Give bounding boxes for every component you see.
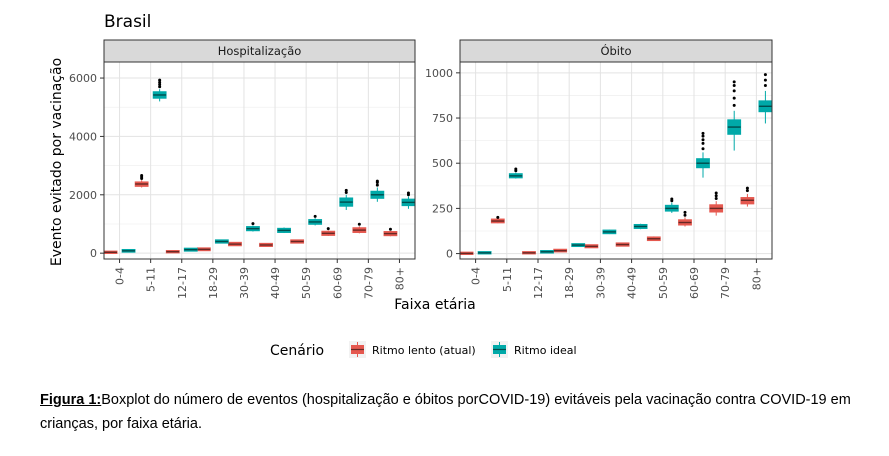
- panel-title: Hospitalização: [218, 44, 302, 58]
- outlier-point: [732, 83, 736, 87]
- outlier-point: [158, 85, 162, 89]
- x-tick-label: 18-29: [207, 267, 220, 299]
- x-tick-label: 12-17: [532, 267, 545, 299]
- outlier-point: [140, 174, 144, 178]
- outlier-point: [732, 103, 736, 107]
- outlier-point: [763, 78, 767, 82]
- outlier-point: [714, 196, 718, 200]
- y-tick-label: 1000: [425, 67, 453, 80]
- x-tick-label: 60-69: [688, 267, 701, 299]
- outlier-point: [158, 78, 162, 82]
- outlier-point: [406, 191, 410, 195]
- outlier-point: [375, 179, 379, 183]
- outlier-point: [732, 89, 736, 93]
- outlier-point: [313, 214, 317, 218]
- outlier-point: [714, 194, 718, 198]
- outlier-point: [732, 96, 736, 100]
- y-tick-label: 6000: [69, 72, 97, 85]
- x-tick-label: 70-79: [719, 267, 732, 299]
- x-tick-label: 30-39: [238, 267, 251, 299]
- x-tick-label: 50-59: [657, 267, 670, 299]
- x-axis-label: Faixa etária: [394, 297, 475, 313]
- legend-entry-label: Ritmo ideal: [514, 344, 577, 357]
- y-tick-label: 750: [432, 112, 453, 125]
- x-tick-label: 70-79: [362, 267, 375, 299]
- outlier-point: [701, 138, 705, 142]
- y-tick-label: 4000: [69, 130, 97, 143]
- panel-title: Óbito: [600, 43, 631, 58]
- outlier-point: [158, 80, 162, 84]
- y-tick-label: 500: [432, 157, 453, 170]
- figure-caption: Figura 1:Boxplot do número de eventos (h…: [40, 388, 875, 436]
- caption-label: Figura 1:: [40, 392, 102, 408]
- legend-entry-label: Ritmo lento (atual): [372, 344, 476, 357]
- outlier-point: [701, 147, 705, 151]
- x-tick-label: 0-4: [114, 267, 127, 285]
- panel-border: [103, 61, 416, 260]
- x-tick-label: 80+: [750, 267, 763, 290]
- legend: Cenário Ritmo lento (atual) Ritmo ideal: [270, 341, 577, 359]
- caption-text: Boxplot do número de eventos (hospitaliz…: [40, 392, 851, 432]
- y-tick-label: 0: [90, 247, 97, 260]
- outlier-point: [714, 191, 718, 195]
- panel-border: [459, 61, 773, 260]
- outlier-point: [701, 134, 705, 138]
- outlier-point: [388, 227, 392, 231]
- x-tick-label: 0-4: [470, 267, 483, 285]
- panel-2: Óbito 0 250 500 750 1000 0-4 5-11 12-17 18-29 30-3…: [425, 39, 773, 299]
- outlier-point: [375, 183, 379, 187]
- y-tick-label: 2000: [69, 189, 97, 202]
- x-tick-label: 40-49: [269, 267, 282, 299]
- outlier-point: [357, 222, 361, 226]
- outlier-point: [732, 80, 736, 84]
- x-tick-label: 30-39: [594, 267, 607, 299]
- outlier-point: [670, 197, 674, 201]
- outlier-point: [514, 167, 518, 171]
- outlier-point: [763, 83, 767, 87]
- outlier-point: [701, 131, 705, 135]
- outlier-point: [683, 213, 687, 217]
- y-axis-label: Evento evitado por vacinação: [49, 58, 65, 266]
- outlier-point: [763, 73, 767, 77]
- x-tick-label: 60-69: [331, 267, 344, 299]
- x-tick-label: 40-49: [626, 267, 639, 299]
- outlier-point: [701, 141, 705, 145]
- x-tick-label: 5-11: [501, 267, 514, 292]
- outlier-point: [745, 189, 749, 193]
- x-tick-label: 12-17: [176, 267, 189, 299]
- panel-1: Hospitalização 0 2000 4000 6000 0-4 5-11 12-17 1…: [69, 39, 416, 299]
- chart-title: Brasil: [104, 12, 151, 32]
- x-tick-label: 80+: [393, 267, 406, 290]
- plot-background: [460, 62, 772, 259]
- y-tick-label: 0: [446, 248, 453, 261]
- outlier-point: [251, 222, 255, 226]
- y-tick-label: 250: [432, 202, 453, 215]
- outlier-point: [326, 227, 330, 231]
- outlier-point: [344, 188, 348, 192]
- x-tick-label: 5-11: [145, 267, 158, 292]
- legend-title: Cenário: [270, 343, 324, 359]
- outlier-point: [745, 186, 749, 190]
- x-tick-label: 50-59: [300, 267, 313, 299]
- x-tick-label: 18-29: [563, 267, 576, 299]
- outlier-point: [496, 215, 500, 219]
- outlier-point: [683, 210, 687, 214]
